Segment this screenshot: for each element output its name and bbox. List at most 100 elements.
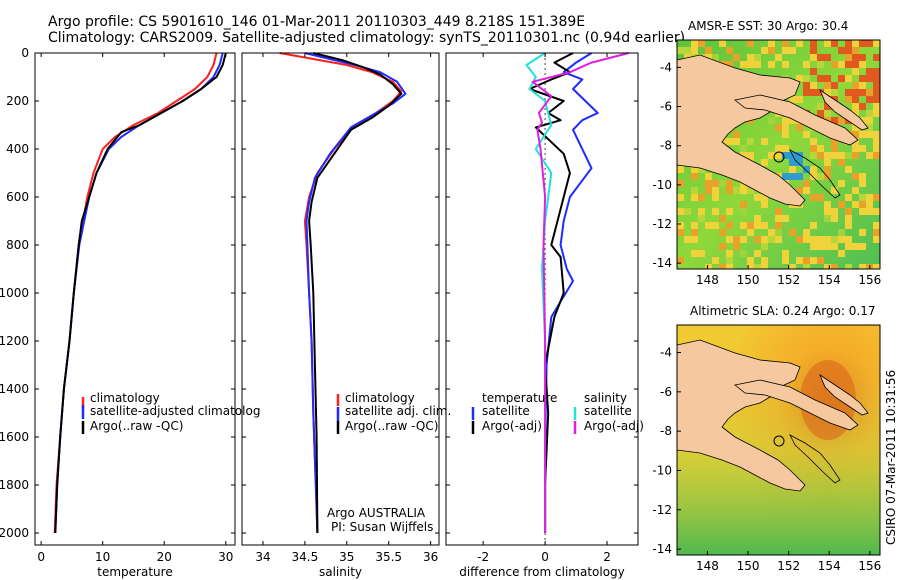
sla-map-axes: 148 150 152 154 156 -4 -6 -8 -10 -12 -14 <box>652 346 881 573</box>
sst-cell <box>789 96 796 103</box>
legend-label: satellite <box>584 404 632 418</box>
sst-cell <box>845 215 852 222</box>
sst-cell <box>705 173 712 180</box>
sst-cell <box>838 152 845 159</box>
sst-cell <box>740 222 747 229</box>
sst-cell <box>852 47 859 54</box>
sst-cell <box>859 145 866 152</box>
sst-cell <box>677 208 684 215</box>
sst-cell <box>873 103 880 110</box>
sst-cell <box>845 47 852 54</box>
sst-cell <box>873 138 880 145</box>
legend-heading: salinity <box>584 391 627 405</box>
sst-cell <box>824 159 831 166</box>
temperature-legend: climatology satellite-adjusted climatolo… <box>81 391 260 434</box>
y-tick-label: 2000 <box>0 526 29 540</box>
sst-cell <box>831 82 838 89</box>
sst-cell <box>726 250 733 257</box>
sst-cell <box>677 257 684 264</box>
sst-cell <box>712 187 719 194</box>
sst-cell <box>817 152 824 159</box>
map-y-tick-label: -12 <box>652 217 672 231</box>
sst-cell <box>740 152 747 159</box>
sst-cell <box>747 257 754 264</box>
sst-cell <box>803 89 810 96</box>
sst-cell <box>845 236 852 243</box>
sst-cell <box>838 236 845 243</box>
sst-cell <box>817 89 824 96</box>
map-x-tick-label: 156 <box>858 273 881 287</box>
sst-cell <box>691 222 698 229</box>
sst-cell <box>810 194 817 201</box>
y-tick-label: 0 <box>21 46 29 60</box>
sst-cell <box>796 173 803 180</box>
sst-cell <box>747 187 754 194</box>
map-y-tick-label: -8 <box>660 139 672 153</box>
sst-cell <box>838 75 845 82</box>
sst-cell <box>824 152 831 159</box>
sst-cell <box>866 40 873 47</box>
sst-cell <box>775 152 782 159</box>
sst-cell <box>838 117 845 124</box>
map-x-tick-label: 150 <box>737 559 760 573</box>
sst-cell <box>873 110 880 117</box>
sst-cell <box>761 194 768 201</box>
sst-cell <box>705 47 712 54</box>
sst-cell <box>852 82 859 89</box>
sst-cell <box>831 89 838 96</box>
sst-cell <box>852 145 859 152</box>
sst-cell <box>824 75 831 82</box>
sst-cell <box>712 180 719 187</box>
sst-cell <box>754 54 761 61</box>
series-line-argo-raw-qc- <box>54 52 227 534</box>
sst-cell <box>747 229 754 236</box>
sst-cell <box>705 264 712 269</box>
coast-solomon <box>789 434 841 484</box>
sst-cell <box>726 61 733 68</box>
legend-label: climatology <box>345 391 415 405</box>
sst-cell <box>775 124 782 131</box>
sst-cell <box>866 68 873 75</box>
map-y-tick-label: -14 <box>652 542 672 556</box>
sst-cell <box>782 117 789 124</box>
sst-cell <box>775 229 782 236</box>
sst-cell <box>754 61 761 68</box>
sst-cell <box>677 194 684 201</box>
land-new-guinea <box>677 339 806 492</box>
sst-cell <box>810 145 817 152</box>
sst-cell <box>845 96 852 103</box>
sst-cell <box>719 264 726 269</box>
sst-cell <box>810 173 817 180</box>
sst-cell <box>852 103 859 110</box>
sst-cell <box>782 257 789 264</box>
sst-cell <box>859 103 866 110</box>
sst-cell <box>775 222 782 229</box>
sst-cell <box>866 110 873 117</box>
sst-cell <box>698 166 705 173</box>
sst-cell <box>740 145 747 152</box>
series-line-salinity-argo-adj- <box>531 52 629 533</box>
y-tick-label: 1000 <box>0 286 29 300</box>
sst-cell <box>747 264 754 269</box>
sst-cell <box>789 47 796 54</box>
sst-cell <box>733 187 740 194</box>
sst-cell <box>775 236 782 243</box>
sst-cell <box>705 222 712 229</box>
sst-cell <box>789 264 796 269</box>
sst-cell <box>740 61 747 68</box>
sst-cell <box>824 110 831 117</box>
sst-cell <box>810 47 817 54</box>
series-line-salinity-satellite <box>525 52 553 533</box>
sst-cell <box>691 236 698 243</box>
sst-cell <box>873 152 880 159</box>
sst-cell <box>691 173 698 180</box>
legend-label: satellite-adjusted climatolog <box>90 404 260 418</box>
sst-cell <box>803 187 810 194</box>
sst-cell <box>782 145 789 152</box>
y-tick-label: 600 <box>6 190 29 204</box>
sst-cell <box>817 75 824 82</box>
sst-cell <box>873 145 880 152</box>
sst-cell <box>747 40 754 47</box>
sst-cell <box>803 61 810 68</box>
